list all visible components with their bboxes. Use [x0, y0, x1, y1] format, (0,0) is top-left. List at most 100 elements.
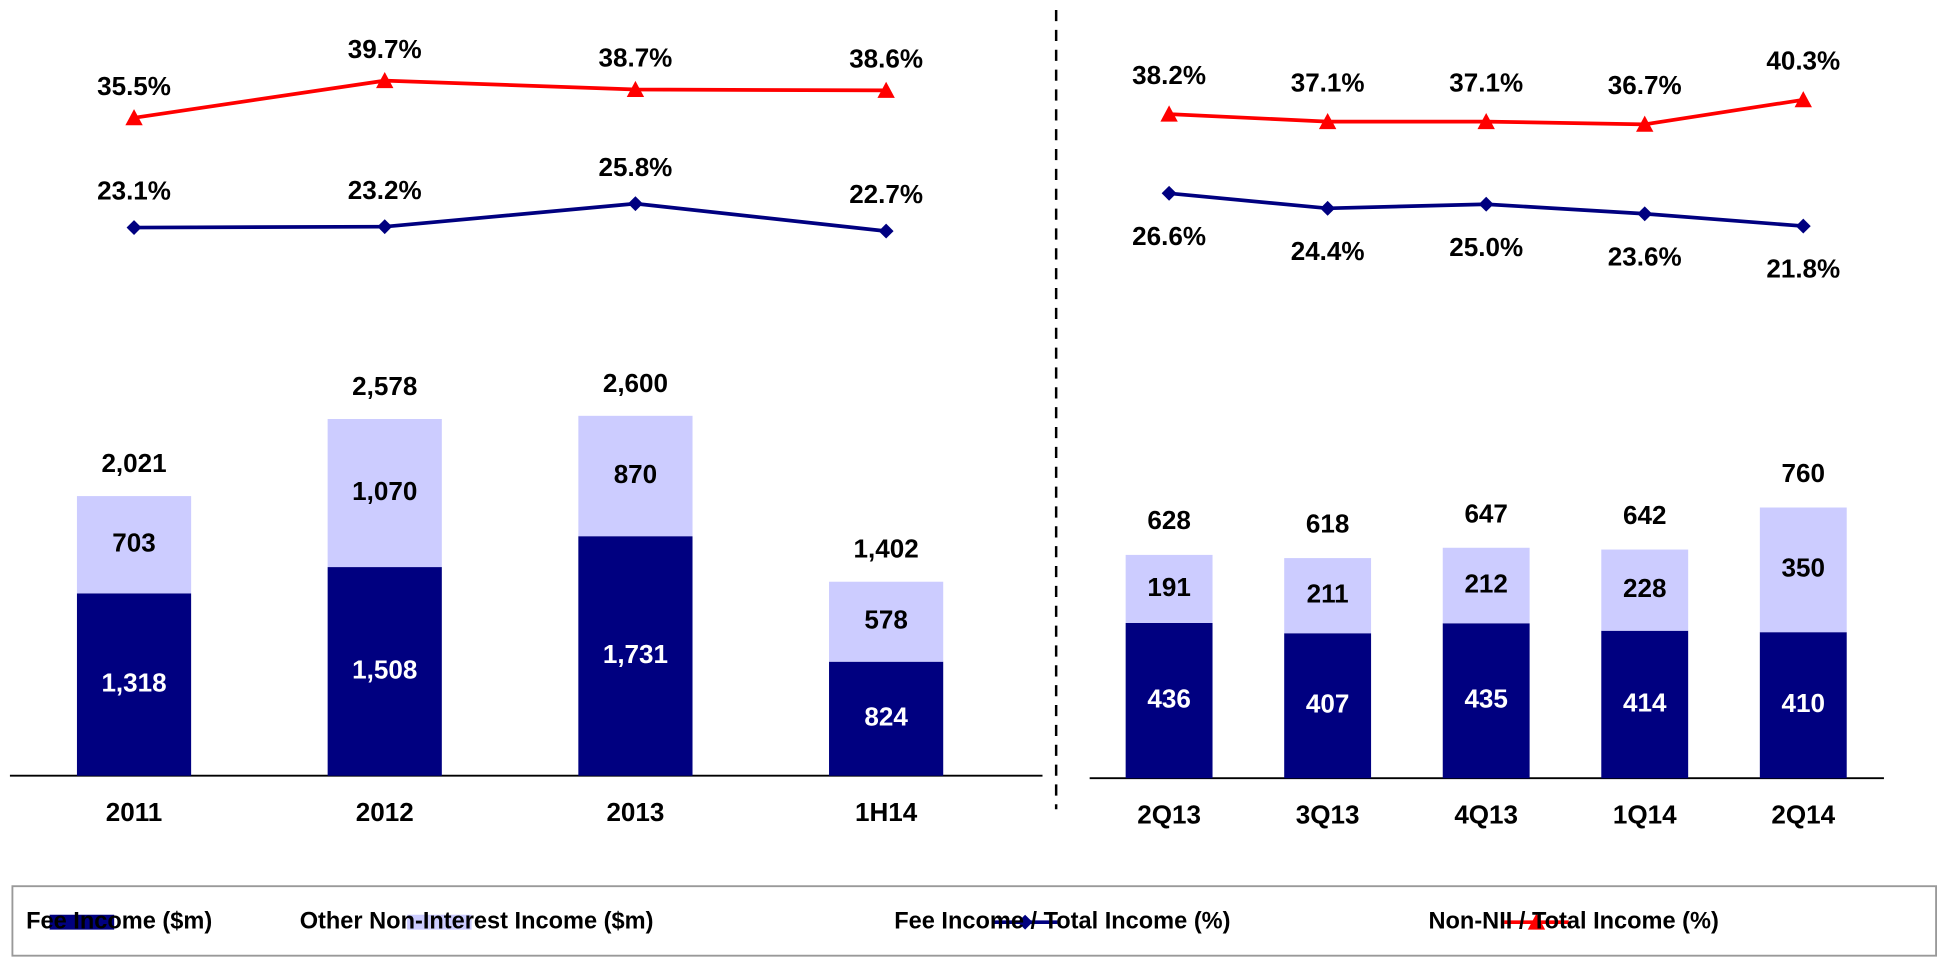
total-label: 1,402	[854, 534, 919, 564]
total-label: 647	[1464, 498, 1507, 528]
bar-segment	[1601, 630, 1689, 779]
bar-segment	[327, 567, 442, 776]
x-tick-label: 2012	[356, 797, 414, 827]
total-label: 2,021	[101, 448, 166, 478]
value-label: 228	[1623, 573, 1666, 603]
bar-segment	[1759, 507, 1847, 633]
value-label: 350	[1782, 553, 1825, 583]
value-label: 26.6%	[1132, 221, 1206, 251]
value-label: 24.4%	[1291, 236, 1365, 266]
value-label: 703	[112, 528, 155, 558]
marker	[1160, 105, 1178, 122]
marker	[126, 220, 142, 235]
value-label: 39.7%	[348, 34, 422, 64]
marker	[877, 81, 895, 98]
marker	[1320, 200, 1336, 216]
total-label: 628	[1147, 505, 1190, 535]
legend-label: Fee Income / Total Income (%)	[894, 907, 1230, 933]
legend-label: Other Non-Interest Income ($m)	[300, 907, 654, 933]
x-tick-label: 2Q13	[1137, 800, 1201, 830]
value-label: 410	[1782, 688, 1825, 718]
x-tick-label: 3Q13	[1296, 800, 1360, 830]
x-tick-label: 2011	[106, 797, 163, 827]
marker	[626, 80, 645, 97]
marker	[125, 109, 143, 126]
bar-segment	[1284, 633, 1372, 779]
bar-segment	[578, 415, 693, 537]
marker	[377, 219, 393, 235]
bar-segment	[578, 536, 693, 776]
x-tick-label: 2013	[606, 797, 664, 827]
bar-segment	[327, 418, 442, 568]
bar-segment	[76, 593, 192, 776]
total-label: 618	[1306, 509, 1349, 539]
value-label: 22.7%	[849, 179, 923, 209]
bar-segment	[1601, 549, 1689, 631]
bar-segment	[1284, 558, 1372, 634]
marker	[878, 223, 894, 239]
value-label: 212	[1464, 568, 1507, 598]
marker	[1637, 206, 1653, 222]
x-tick-label: 1Q14	[1613, 800, 1677, 830]
marker	[627, 196, 643, 212]
value-label: 37.1%	[1449, 67, 1523, 97]
total-label: 2,578	[352, 371, 417, 401]
value-label: 191	[1147, 572, 1190, 602]
value-label: 1,318	[101, 667, 166, 697]
value-label: 38.6%	[849, 43, 923, 73]
value-label: 40.3%	[1766, 45, 1840, 75]
value-label: 1,508	[352, 654, 417, 684]
value-label: 824	[864, 702, 908, 732]
marker	[1478, 196, 1494, 212]
value-label: 23.1%	[97, 176, 171, 206]
bar-segment	[1442, 623, 1530, 779]
value-label: 35.5%	[97, 71, 171, 101]
line	[134, 201, 887, 233]
total-label: 642	[1623, 500, 1666, 530]
bar-segment	[1759, 632, 1847, 779]
value-label: 38.7%	[598, 43, 672, 73]
bar-segment	[829, 661, 944, 776]
bar-segment	[829, 581, 944, 662]
legend-swatch	[49, 914, 115, 930]
bar-segment	[1125, 622, 1213, 779]
value-label: 578	[864, 605, 907, 635]
value-label: 1,731	[603, 639, 668, 669]
marker	[1161, 185, 1177, 201]
value-label: 36.7%	[1608, 70, 1682, 100]
bar-segment	[1125, 554, 1213, 623]
x-tick-label: 2Q14	[1771, 800, 1835, 830]
value-label: 25.8%	[598, 152, 672, 182]
value-label: 435	[1464, 684, 1507, 714]
marker	[1636, 115, 1654, 132]
value-label: 38.2%	[1132, 60, 1206, 90]
legend-label: Fee Income ($m)	[26, 907, 212, 933]
marker	[1795, 218, 1811, 234]
value-label: 211	[1307, 579, 1349, 609]
legend-label: Non-NII / Total Income (%)	[1428, 907, 1718, 933]
value-label: 407	[1306, 689, 1349, 719]
legend-box	[11, 885, 1938, 957]
total-label: 2,600	[603, 368, 668, 398]
bar-segment	[1442, 547, 1530, 624]
marker	[376, 71, 394, 89]
marker	[1527, 913, 1546, 930]
marker	[1794, 91, 1812, 108]
marker	[1017, 914, 1033, 930]
marker	[1318, 112, 1337, 130]
value-label: 25.0%	[1449, 232, 1523, 262]
value-label: 436	[1147, 683, 1190, 713]
value-label: 37.1%	[1291, 67, 1365, 97]
x-tick-label: 4Q13	[1454, 800, 1518, 830]
bar-segment	[76, 496, 192, 594]
value-label: 23.2%	[348, 175, 422, 205]
marker	[1477, 112, 1495, 130]
value-label: 870	[614, 459, 657, 489]
total-label: 760	[1782, 458, 1825, 488]
legend-swatch	[407, 914, 472, 930]
value-label: 1,070	[352, 476, 417, 506]
value-label: 414	[1623, 687, 1667, 717]
x-tick-label: 1H14	[855, 797, 918, 827]
line	[133, 78, 887, 120]
